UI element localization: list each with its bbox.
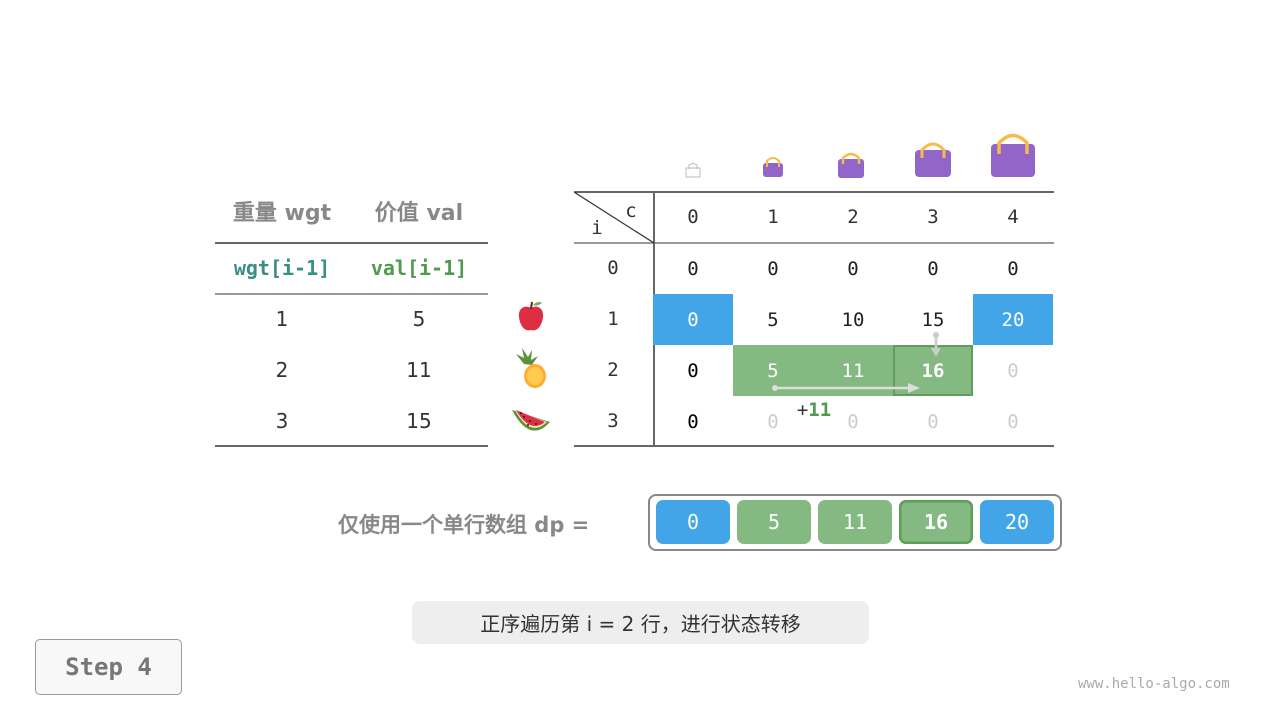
transition-arrows: [772, 332, 940, 393]
dp-array-label: 仅使用一个单行数组 dp =: [338, 513, 590, 537]
col-header: 1: [767, 206, 779, 228]
dp-cell: 0: [927, 257, 939, 280]
col-header: 4: [1007, 206, 1019, 228]
dp-cell: 0: [653, 294, 733, 345]
col-header: 2: [847, 206, 859, 228]
bag-icon-2: [838, 152, 864, 178]
bag-icon-0: [685, 163, 701, 178]
row-header: 3: [607, 410, 619, 432]
divider: [574, 191, 1054, 193]
corner-i-label: i: [591, 217, 603, 239]
divider: [574, 445, 1054, 447]
step-button[interactable]: Step 4: [35, 639, 182, 695]
col-header: 0: [687, 206, 699, 228]
divider: [215, 445, 488, 447]
dp-cell: 5: [767, 308, 779, 331]
apple-icon: [518, 301, 544, 331]
dp-cell: 0: [847, 410, 859, 433]
transition-annotation: +11: [797, 399, 831, 421]
value-header: 价值 val: [374, 201, 464, 226]
bag-icon-1: [763, 157, 783, 177]
dp-array-cell: 5: [737, 500, 811, 544]
dp-array-cell: 11: [818, 500, 892, 544]
item-cell: 5: [412, 307, 426, 331]
dp-cell: 0: [687, 359, 699, 382]
annotation-text: +11: [796, 399, 832, 421]
dp-cell: 15: [921, 308, 945, 331]
dp-cell: 10: [841, 308, 865, 331]
bag-icon-3: [915, 142, 951, 177]
weight-subheader: wgt[i-1]: [233, 256, 331, 280]
corner-c-label: c: [625, 200, 637, 222]
weight-header: 重量 wgt: [232, 201, 332, 226]
col-header: 3: [927, 206, 939, 228]
pineapple-icon: [516, 348, 546, 388]
dp-cell: 0: [687, 410, 699, 433]
divider: [215, 293, 488, 295]
dp-cell: 0: [927, 410, 939, 433]
dp-array-cell: 16: [899, 500, 973, 544]
row-header: 1: [607, 308, 619, 330]
item-cell: 3: [275, 409, 289, 433]
item-cell: 15: [406, 409, 432, 433]
bag-icon-4: [991, 133, 1035, 177]
row-header: 0: [607, 257, 619, 279]
divider: [215, 242, 488, 244]
dp-array-cell: 20: [980, 500, 1054, 544]
item-cell: 2: [275, 358, 289, 382]
dp-cell: 20: [973, 294, 1053, 345]
dp-cell: 0: [767, 410, 779, 433]
row-header: 2: [607, 359, 619, 381]
item-cell: 1: [275, 307, 289, 331]
dp-cell: 0: [847, 257, 859, 280]
dp-cell: 0: [767, 257, 779, 280]
value-subheader: val[i-1]: [370, 256, 468, 280]
dp-cell: 0: [1007, 359, 1019, 382]
divider: [574, 242, 1054, 244]
dp-cell: 0: [1007, 257, 1019, 280]
dp-array-frame: [648, 494, 1062, 551]
item-cell: 11: [406, 358, 432, 382]
dp-cell: 0: [1007, 410, 1019, 433]
watermark: www.hello-algo.com: [1078, 676, 1230, 692]
dp-array-cell: 0: [656, 500, 730, 544]
dp-cell: 0: [687, 257, 699, 280]
watermelon-icon: [512, 410, 550, 431]
corner-diagonal: [574, 192, 654, 244]
caption: 正序遍历第 i = 2 行，进行状态转移: [412, 601, 869, 644]
